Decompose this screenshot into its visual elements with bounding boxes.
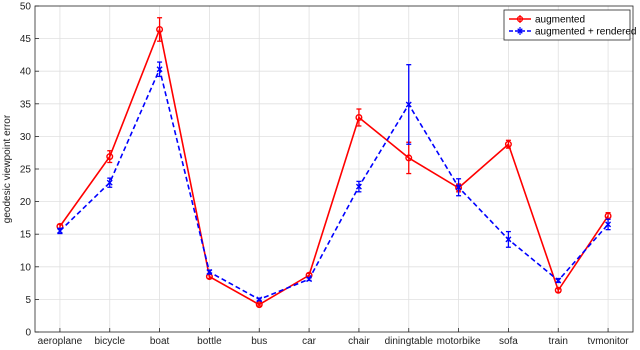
data-point bbox=[56, 227, 63, 234]
x-tick-label: sofa bbox=[499, 336, 518, 347]
data-point bbox=[156, 66, 163, 73]
y-tick-label: 20 bbox=[20, 197, 32, 208]
data-point bbox=[306, 276, 313, 283]
data-point bbox=[106, 179, 113, 186]
x-tick-label: boat bbox=[150, 336, 170, 347]
data-point bbox=[355, 113, 363, 121]
x-axis: aeroplane bicycle boat bottle bus car chair din… bbox=[38, 328, 630, 347]
data-point bbox=[156, 25, 164, 33]
y-tick-label: 40 bbox=[20, 67, 32, 78]
data-point bbox=[355, 183, 362, 190]
x-tick-label: diningtable bbox=[385, 336, 434, 347]
data-point bbox=[554, 286, 562, 294]
data-point bbox=[206, 269, 213, 276]
legend-marker bbox=[516, 15, 524, 23]
series-layer bbox=[56, 17, 612, 309]
series-line bbox=[59, 26, 609, 306]
series-line bbox=[59, 66, 609, 301]
y-axis-label: geodesic viewpoint error bbox=[2, 114, 13, 223]
y-tick-label: 50 bbox=[20, 2, 32, 13]
x-tick-label: chair bbox=[348, 336, 370, 347]
data-point bbox=[106, 153, 114, 161]
x-tick-label: bottle bbox=[197, 336, 222, 347]
legend-label: augmented + rendered bbox=[535, 27, 636, 38]
legend-marker bbox=[517, 28, 523, 34]
y-tick-label: 10 bbox=[20, 262, 32, 273]
data-point bbox=[555, 277, 562, 284]
y-tick-label: 5 bbox=[25, 295, 31, 306]
x-tick-label: bus bbox=[251, 336, 267, 347]
series-augmented-rendered bbox=[56, 61, 612, 303]
x-tick-label: train bbox=[549, 336, 568, 347]
data-point bbox=[405, 154, 413, 162]
x-tick-label: motorbike bbox=[437, 336, 481, 347]
y-tick-label: 25 bbox=[20, 165, 32, 176]
y-tick-label: 0 bbox=[25, 328, 31, 339]
data-point bbox=[455, 184, 462, 191]
x-tick-label: bicycle bbox=[94, 336, 125, 347]
data-point bbox=[505, 236, 512, 243]
x-tick-label: car bbox=[302, 336, 317, 347]
y-tick-label: 15 bbox=[20, 230, 32, 241]
data-point bbox=[405, 101, 412, 108]
data-point bbox=[255, 301, 263, 309]
x-tick-label: aeroplane bbox=[38, 336, 83, 347]
y-tick-label: 30 bbox=[20, 132, 32, 143]
data-point bbox=[504, 140, 512, 148]
legend-box bbox=[503, 9, 631, 41]
x-tick-label: tvmonitor bbox=[588, 336, 630, 347]
data-point bbox=[605, 221, 612, 228]
y-tick-label: 45 bbox=[20, 34, 32, 45]
y-axis: 0 5 10 15 20 25 30 35 40 45 50 bbox=[20, 2, 39, 339]
legend-label: augmented bbox=[535, 15, 585, 26]
y-tick-label: 35 bbox=[20, 99, 32, 110]
plot-area bbox=[34, 5, 634, 333]
data-point bbox=[256, 296, 263, 303]
